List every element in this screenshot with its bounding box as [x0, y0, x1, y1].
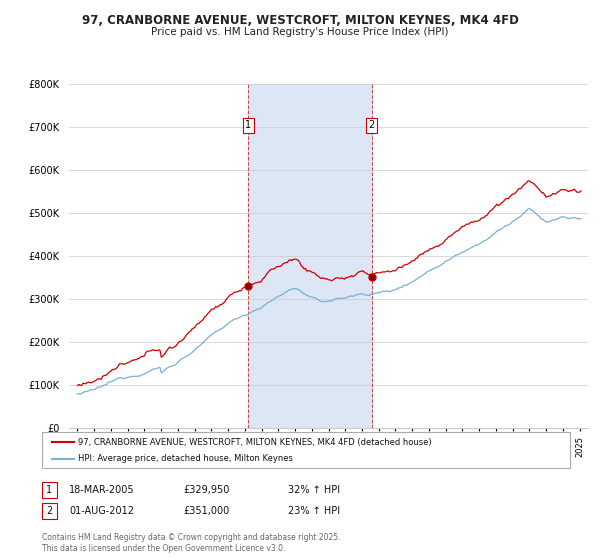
Text: Price paid vs. HM Land Registry's House Price Index (HPI): Price paid vs. HM Land Registry's House … — [151, 27, 449, 37]
Text: 97, CRANBORNE AVENUE, WESTCROFT, MILTON KEYNES, MK4 4FD (detached house): 97, CRANBORNE AVENUE, WESTCROFT, MILTON … — [78, 438, 431, 447]
Text: 32% ↑ HPI: 32% ↑ HPI — [288, 485, 340, 495]
Text: £329,950: £329,950 — [183, 485, 229, 495]
Bar — [248, 84, 371, 428]
Text: 18-MAR-2005: 18-MAR-2005 — [69, 485, 134, 495]
Text: 97, CRANBORNE AVENUE, WESTCROFT, MILTON KEYNES, MK4 4FD: 97, CRANBORNE AVENUE, WESTCROFT, MILTON … — [82, 14, 518, 27]
Text: 01-AUG-2012: 01-AUG-2012 — [69, 506, 134, 516]
Text: Contains HM Land Registry data © Crown copyright and database right 2025.
This d: Contains HM Land Registry data © Crown c… — [42, 533, 341, 553]
Text: 2: 2 — [368, 120, 375, 130]
Text: 23% ↑ HPI: 23% ↑ HPI — [288, 506, 340, 516]
Text: HPI: Average price, detached house, Milton Keynes: HPI: Average price, detached house, Milt… — [78, 454, 293, 463]
Text: £351,000: £351,000 — [183, 506, 229, 516]
Text: 1: 1 — [46, 485, 53, 495]
Text: 1: 1 — [245, 120, 251, 130]
Text: 2: 2 — [46, 506, 53, 516]
